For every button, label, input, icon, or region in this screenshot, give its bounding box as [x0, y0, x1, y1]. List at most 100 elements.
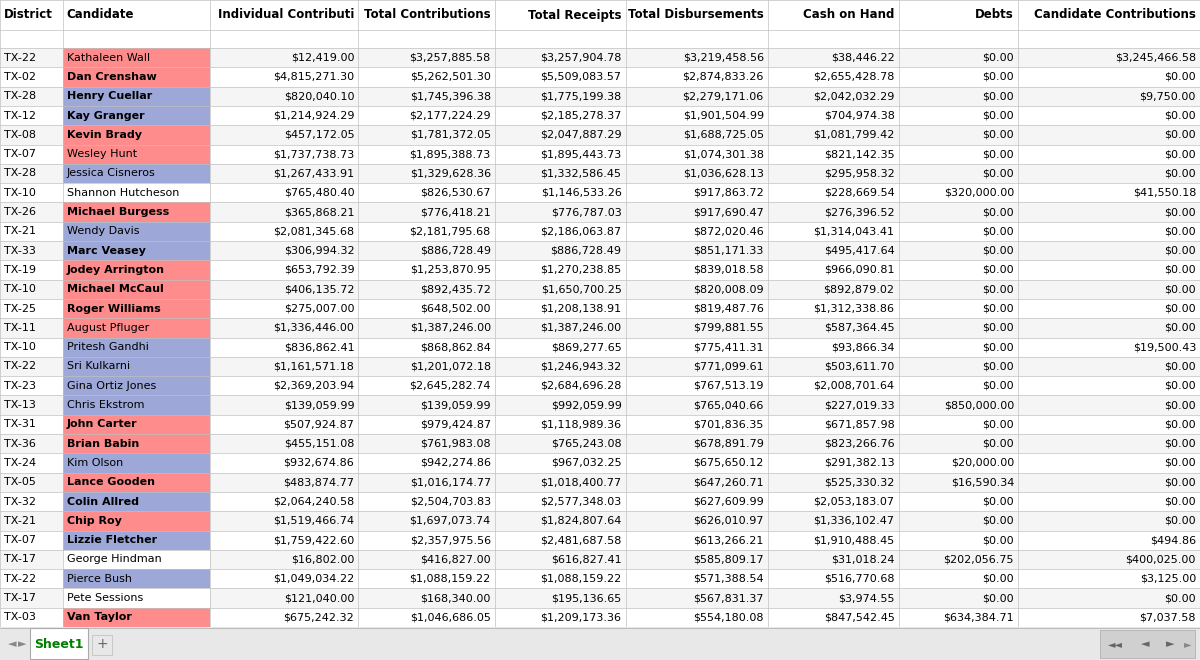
Bar — [62, 589, 210, 608]
Text: $2,504,703.83: $2,504,703.83 — [409, 496, 491, 507]
Text: Brian Babin: Brian Babin — [66, 439, 139, 449]
Text: $494.86: $494.86 — [1150, 535, 1196, 545]
Text: $3,125.00: $3,125.00 — [1140, 574, 1196, 583]
Text: $826,530.67: $826,530.67 — [420, 187, 491, 198]
Bar — [0, 337, 1200, 357]
Text: $1,270,238.85: $1,270,238.85 — [540, 265, 622, 275]
Text: $585,809.17: $585,809.17 — [694, 554, 763, 564]
Text: $9,750.00: $9,750.00 — [1140, 91, 1196, 101]
Text: TX-26: TX-26 — [4, 207, 36, 217]
Text: $20,000.00: $20,000.00 — [950, 458, 1014, 468]
Text: TX-19: TX-19 — [4, 265, 36, 275]
Text: Kathaleen Wall: Kathaleen Wall — [66, 53, 150, 63]
Text: TX-10: TX-10 — [4, 187, 36, 198]
Bar — [0, 48, 1200, 67]
Text: $0.00: $0.00 — [983, 535, 1014, 545]
Text: $613,266.21: $613,266.21 — [694, 535, 763, 545]
Text: $1,016,174.77: $1,016,174.77 — [409, 477, 491, 487]
Text: $16,802.00: $16,802.00 — [290, 554, 354, 564]
Text: $1,519,466.74: $1,519,466.74 — [274, 516, 354, 526]
Text: $2,577,348.03: $2,577,348.03 — [540, 496, 622, 507]
Text: Dan Crenshaw: Dan Crenshaw — [66, 72, 156, 82]
Text: $1,697,073.74: $1,697,073.74 — [409, 516, 491, 526]
Text: Wendy Davis: Wendy Davis — [66, 226, 139, 236]
Text: $616,827.41: $616,827.41 — [551, 554, 622, 564]
Text: George Hindman: George Hindman — [66, 554, 161, 564]
Text: $2,177,224.29: $2,177,224.29 — [409, 110, 491, 121]
Text: $820,008.09: $820,008.09 — [694, 284, 763, 294]
Text: $765,040.66: $765,040.66 — [694, 400, 763, 410]
Text: $626,010.97: $626,010.97 — [694, 516, 763, 526]
Text: $653,792.39: $653,792.39 — [283, 265, 354, 275]
Text: $775,411.31: $775,411.31 — [694, 342, 763, 352]
Text: TX-21: TX-21 — [4, 516, 36, 526]
Bar — [62, 376, 210, 395]
Text: $1,088,159.22: $1,088,159.22 — [540, 574, 622, 583]
Text: $121,040.00: $121,040.00 — [284, 593, 354, 603]
Text: $0.00: $0.00 — [983, 168, 1014, 178]
Text: $872,020.46: $872,020.46 — [694, 226, 763, 236]
Text: $365,868.21: $365,868.21 — [283, 207, 354, 217]
Text: TX-31: TX-31 — [4, 419, 36, 430]
Text: $627,609.99: $627,609.99 — [694, 496, 763, 507]
Text: TX-28: TX-28 — [4, 91, 36, 101]
Bar — [62, 337, 210, 357]
Bar — [92, 635, 112, 655]
Text: $1,246,943.32: $1,246,943.32 — [540, 362, 622, 372]
Text: $228,669.54: $228,669.54 — [824, 187, 894, 198]
Text: $1,895,388.73: $1,895,388.73 — [409, 149, 491, 159]
Text: $0.00: $0.00 — [1164, 593, 1196, 603]
Text: $851,171.33: $851,171.33 — [694, 246, 763, 255]
Text: $2,874,833.26: $2,874,833.26 — [683, 72, 763, 82]
Bar — [0, 550, 1200, 569]
Bar — [62, 106, 210, 125]
Text: $1,901,504.99: $1,901,504.99 — [683, 110, 763, 121]
Text: $400,025.00: $400,025.00 — [1126, 554, 1196, 564]
Text: $38,446.22: $38,446.22 — [830, 53, 894, 63]
Text: TX-21: TX-21 — [4, 226, 36, 236]
Text: $455,151.08: $455,151.08 — [284, 439, 354, 449]
Text: Kevin Brady: Kevin Brady — [66, 130, 142, 140]
Bar — [0, 222, 1200, 241]
Text: $2,081,345.68: $2,081,345.68 — [274, 226, 354, 236]
Text: $0.00: $0.00 — [1164, 265, 1196, 275]
Text: ►: ► — [1165, 639, 1175, 649]
Text: $1,146,533.26: $1,146,533.26 — [541, 187, 622, 198]
Text: Jodey Arrington: Jodey Arrington — [66, 265, 164, 275]
Text: $675,650.12: $675,650.12 — [694, 458, 763, 468]
Text: $3,219,458.56: $3,219,458.56 — [683, 53, 763, 63]
Text: $1,118,989.36: $1,118,989.36 — [540, 419, 622, 430]
Text: $525,330.32: $525,330.32 — [824, 477, 894, 487]
Text: TX-23: TX-23 — [4, 381, 36, 391]
Text: $0.00: $0.00 — [1164, 516, 1196, 526]
Text: $0.00: $0.00 — [1164, 130, 1196, 140]
Bar — [1100, 630, 1195, 658]
Text: $0.00: $0.00 — [983, 381, 1014, 391]
Bar — [62, 395, 210, 414]
Text: $41,550.18: $41,550.18 — [1133, 187, 1196, 198]
Text: TX-12: TX-12 — [4, 110, 36, 121]
Bar — [0, 357, 1200, 376]
Text: $7,037.58: $7,037.58 — [1140, 612, 1196, 622]
Text: $0.00: $0.00 — [1164, 419, 1196, 430]
Text: $275,007.00: $275,007.00 — [283, 304, 354, 314]
Text: $1,253,870.95: $1,253,870.95 — [409, 265, 491, 275]
Text: $0.00: $0.00 — [983, 226, 1014, 236]
Text: Shannon Hutcheson: Shannon Hutcheson — [66, 187, 179, 198]
Text: $1,332,586.45: $1,332,586.45 — [540, 168, 622, 178]
Text: $503,611.70: $503,611.70 — [824, 362, 894, 372]
Text: Colin Allred: Colin Allred — [66, 496, 138, 507]
Text: $31,018.24: $31,018.24 — [832, 554, 894, 564]
Text: $647,260.71: $647,260.71 — [694, 477, 763, 487]
Text: $2,053,183.07: $2,053,183.07 — [814, 496, 894, 507]
Text: $0.00: $0.00 — [1164, 149, 1196, 159]
Bar — [62, 550, 210, 569]
Text: $295,958.32: $295,958.32 — [824, 168, 894, 178]
Text: $704,974.38: $704,974.38 — [823, 110, 894, 121]
Text: $847,542.45: $847,542.45 — [823, 612, 894, 622]
Text: $2,181,795.68: $2,181,795.68 — [409, 226, 491, 236]
Text: $839,018.58: $839,018.58 — [694, 265, 763, 275]
Text: $932,674.86: $932,674.86 — [283, 458, 354, 468]
Text: Lance Gooden: Lance Gooden — [66, 477, 155, 487]
Text: $139,059.99: $139,059.99 — [420, 400, 491, 410]
